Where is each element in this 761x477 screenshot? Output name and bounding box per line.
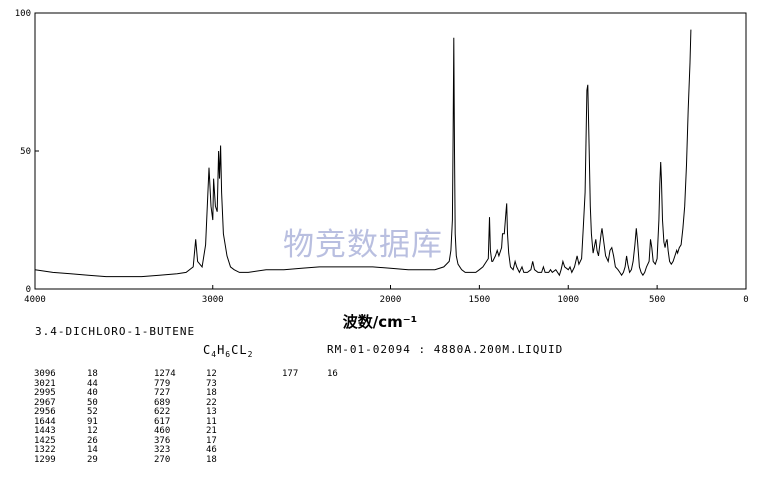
- peak-intensity: 14: [87, 445, 98, 455]
- formula-c-count: 4: [211, 350, 218, 360]
- peak-wavenumber: 2956: [34, 407, 56, 417]
- peak-wavenumber: 1443: [34, 426, 56, 436]
- peak-intensity: 17: [206, 435, 217, 446]
- peak-wavenumber: 2995: [34, 388, 56, 398]
- peak-intensity: 22: [206, 397, 217, 408]
- peak-wavenumber: 622: [154, 407, 171, 417]
- formula-cl-count: 2: [247, 350, 254, 360]
- peak-wavenumber: 323: [154, 445, 171, 455]
- x-tick-label: 500: [649, 295, 665, 305]
- peak-intensity: 11: [206, 416, 217, 427]
- x-tick-label: 3000: [202, 295, 224, 305]
- x-tick-label: 0: [743, 295, 748, 305]
- peak-wavenumber: 376: [154, 435, 171, 446]
- peak-intensity: 16: [327, 369, 338, 379]
- peak-intensity: 21: [206, 426, 217, 436]
- peak-wavenumber: 2967: [34, 397, 56, 408]
- peak-wavenumber: 3096: [34, 369, 56, 379]
- y-tick-label: 0: [26, 285, 31, 295]
- molecular-formula: C4H6CL2: [203, 343, 253, 359]
- y-tick-label: 100: [15, 9, 31, 19]
- peak-intensity: 91: [87, 416, 98, 427]
- compound-name: 3.4-DICHLORO-1-BUTENE: [35, 325, 196, 338]
- x-tick-label: 1000: [557, 295, 579, 305]
- peak-wavenumber: 727: [154, 388, 171, 398]
- peak-intensity: 26: [87, 435, 98, 446]
- peak-wavenumber: 177: [282, 369, 299, 379]
- y-axis-ticks: 100 50 0: [15, 9, 39, 295]
- peak-wavenumber: 1274: [154, 369, 176, 379]
- peak-intensity: 50: [87, 397, 98, 408]
- y-tick-label: 50: [20, 147, 31, 157]
- peak-wavenumber: 779: [154, 378, 171, 389]
- reference-info: RM-01-02094 : 4880A.200M.LIQUID: [327, 343, 564, 356]
- peak-table: 3096 18 3021 44 2995 40 2967 50 2956 52 1644 91 1443…: [0, 370, 761, 470]
- peak-wavenumber: 617: [154, 416, 171, 427]
- peak-wavenumber: 3021: [34, 378, 56, 389]
- formula-cl: CL: [231, 343, 248, 357]
- peak-wavenumber: 1299: [34, 454, 56, 465]
- x-axis-ticks: 4000 3000 2000 1500 1000 500 0: [24, 285, 749, 305]
- peak-intensity: 12: [206, 369, 217, 379]
- formula-c: C: [203, 343, 212, 357]
- peak-wavenumber: 460: [154, 426, 171, 436]
- peak-intensity: 52: [87, 407, 98, 417]
- peak-wavenumber: 1425: [34, 435, 56, 446]
- peak-intensity: 18: [206, 454, 217, 465]
- peak-intensity: 12: [87, 426, 98, 436]
- x-tick-label: 4000: [24, 295, 46, 305]
- peak-intensity: 29: [87, 454, 98, 465]
- spectrum-series-line: [34, 29, 692, 278]
- peak-intensity: 18: [206, 388, 217, 398]
- peak-intensity: 18: [87, 369, 98, 379]
- peak-intensity: 73: [206, 378, 217, 389]
- peak-intensity: 46: [206, 445, 217, 455]
- formula-h: H: [217, 343, 226, 357]
- peak-wavenumber: 689: [154, 397, 171, 408]
- peak-wavenumber: 1322: [34, 445, 56, 455]
- formula-h-count: 6: [225, 350, 232, 360]
- peak-wavenumber: 270: [154, 454, 171, 465]
- x-tick-label: 1500: [469, 295, 491, 305]
- watermark-text: 物竞数据库: [283, 227, 443, 263]
- x-tick-label: 2000: [380, 295, 402, 305]
- peak-intensity: 40: [87, 388, 98, 398]
- peak-intensity: 13: [206, 407, 217, 417]
- peak-wavenumber: 1644: [34, 416, 56, 427]
- peak-intensity: 44: [87, 378, 98, 389]
- x-axis-label: 波数/cm⁻¹: [342, 313, 418, 331]
